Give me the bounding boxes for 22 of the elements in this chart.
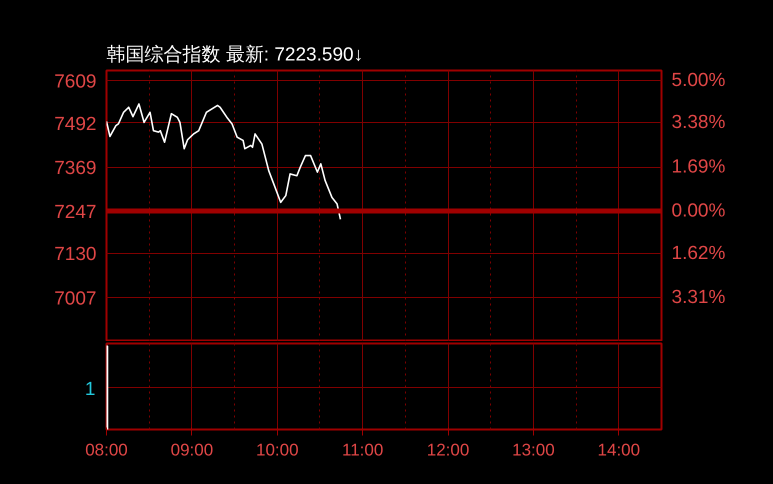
y2-tick-label: 3.31% xyxy=(672,286,726,308)
y-tick-label: 7007 xyxy=(54,288,97,310)
x-tick-label: 10:00 xyxy=(256,440,299,460)
y2-tick-label: 5.00% xyxy=(672,70,726,91)
x-tick-label: 14:00 xyxy=(598,440,640,460)
x-tick-label: 13:00 xyxy=(512,440,555,460)
x-tick-label: 12:00 xyxy=(426,440,470,460)
y-tick-label: 7492 xyxy=(54,114,97,135)
x-tick-label: 09:00 xyxy=(170,440,214,460)
x-tick-label: 11:00 xyxy=(342,440,384,460)
x-tick-label: 08:00 xyxy=(85,440,128,460)
y2-tick-label: 3.38% xyxy=(672,112,726,134)
y2-tick-label: 0.00% xyxy=(672,200,726,222)
line-series xyxy=(106,103,342,220)
y-tick-label: 7247 xyxy=(54,202,97,224)
text: 1 xyxy=(84,378,96,400)
y2-tick-label: 1.62% xyxy=(672,242,726,264)
y-tick-label: 7609 xyxy=(54,72,97,93)
y-tick-label: 7369 xyxy=(54,158,97,180)
chart-title: 韩国综合指数 最新: 7223.590↓ xyxy=(106,44,364,66)
y-tick-label: 7130 xyxy=(54,244,97,266)
y2-tick-label: 1.69% xyxy=(672,156,726,178)
